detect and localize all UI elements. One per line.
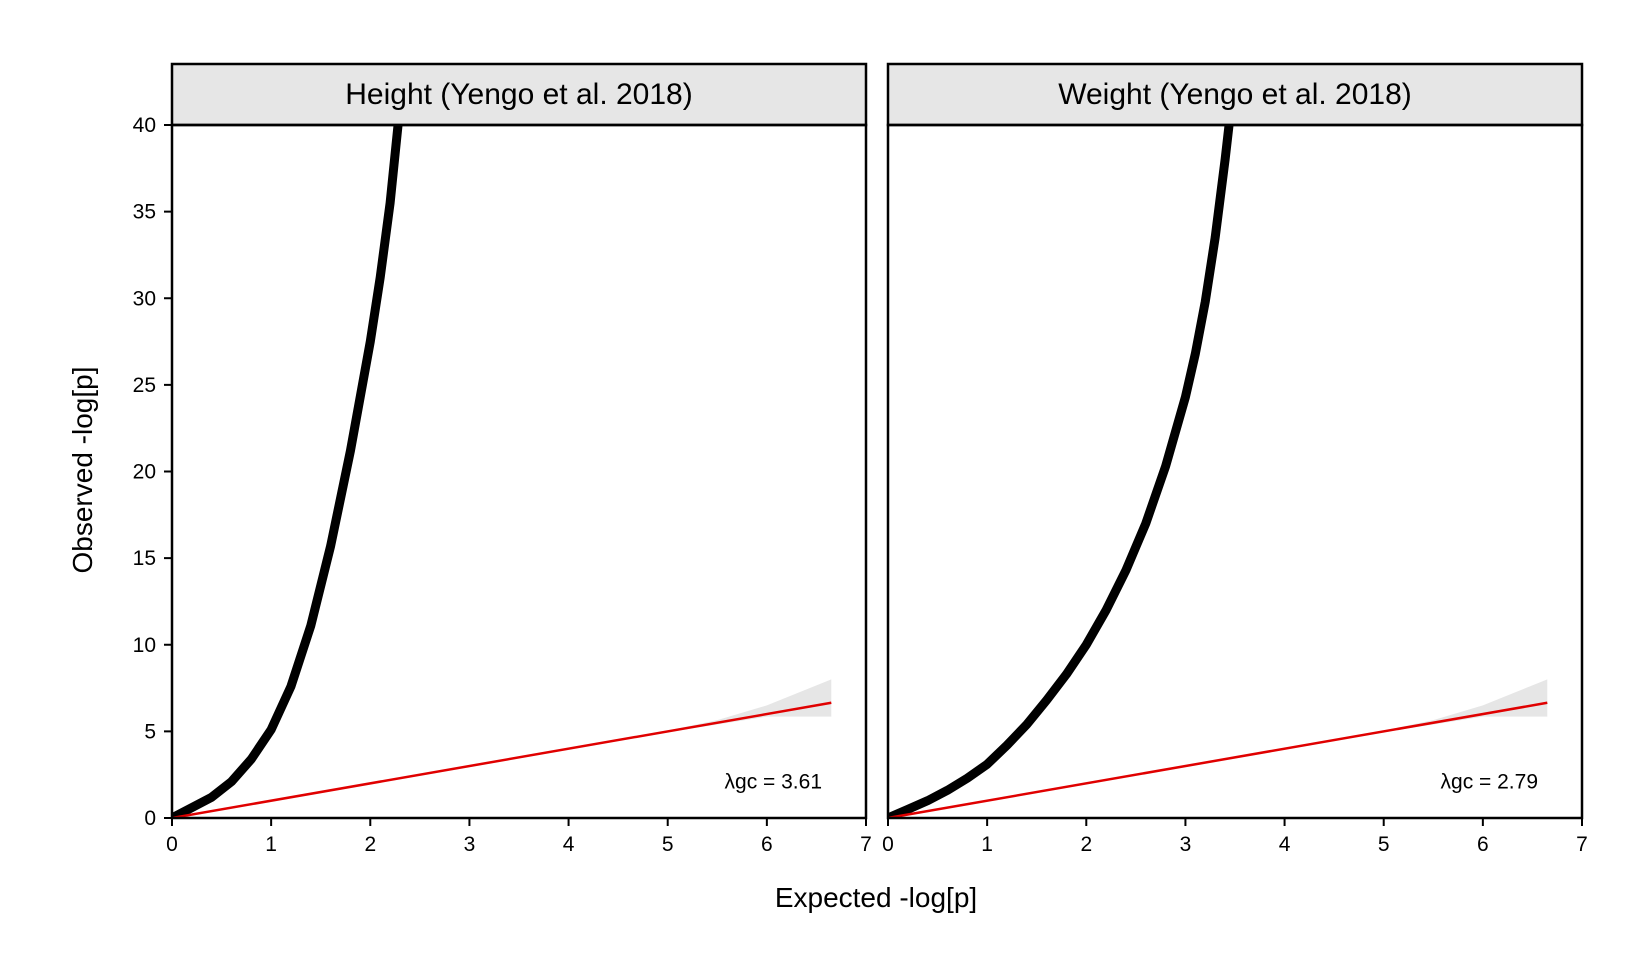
y-tick-label: 30 bbox=[133, 287, 156, 310]
x-tick-label: 3 bbox=[1180, 833, 1192, 856]
reference-line bbox=[888, 701, 1548, 818]
y-tick-label: 40 bbox=[133, 114, 156, 137]
x-tick-label: 6 bbox=[761, 833, 773, 856]
x-tick-label: 3 bbox=[464, 833, 476, 856]
x-tick-label: 1 bbox=[981, 833, 993, 856]
lambda-gc-label: λgc = 2.79 bbox=[1441, 771, 1538, 794]
x-tick-label: 5 bbox=[662, 833, 674, 856]
x-tick-label: 0 bbox=[166, 833, 178, 856]
y-tick-label: 20 bbox=[133, 461, 156, 484]
x-tick-label: 4 bbox=[1279, 833, 1291, 856]
x-tick-label: 7 bbox=[860, 833, 872, 856]
x-tick-label: 6 bbox=[1477, 833, 1489, 856]
panel-title: Height (Yengo et al. 2018) bbox=[345, 78, 692, 111]
observed-points bbox=[888, 125, 1234, 818]
y-tick-label: 10 bbox=[133, 634, 156, 657]
confidence-band bbox=[667, 679, 832, 733]
x-tick-label: 1 bbox=[265, 833, 277, 856]
panel-strip bbox=[170, 62, 868, 127]
confidence-band bbox=[1383, 679, 1548, 733]
reference-line bbox=[172, 701, 832, 818]
x-tick-label: 7 bbox=[1576, 833, 1588, 856]
x-tick-label: 2 bbox=[364, 833, 376, 856]
x-axis-title: Expected -log[p] bbox=[775, 882, 977, 913]
observed-points bbox=[172, 125, 403, 818]
y-axis-title: Observed -log[p] bbox=[67, 367, 98, 574]
y-tick-label: 5 bbox=[144, 720, 156, 743]
x-tick-label: 5 bbox=[1378, 833, 1390, 856]
panel-1: Height (Yengo et al. 2018) λgc = 3.61 0 1 2 3… bbox=[133, 62, 872, 856]
y-tick-label: 15 bbox=[133, 547, 156, 570]
y-tick-label: 25 bbox=[133, 374, 156, 397]
panel-border bbox=[886, 123, 1584, 820]
y-tick-label: 35 bbox=[133, 201, 156, 224]
x-tick-label: 0 bbox=[882, 833, 894, 856]
panel-strip bbox=[886, 62, 1584, 127]
lambda-gc-label: λgc = 3.61 bbox=[725, 771, 822, 794]
panel-title: Weight (Yengo et al. 2018) bbox=[1058, 78, 1412, 111]
x-tick-label: 4 bbox=[563, 833, 575, 856]
x-tick-label: 2 bbox=[1080, 833, 1092, 856]
panel-2: Weight (Yengo et al. 2018) λgc = 2.79 0 1 2 3… bbox=[882, 62, 1588, 856]
y-tick-label: 0 bbox=[144, 807, 156, 830]
